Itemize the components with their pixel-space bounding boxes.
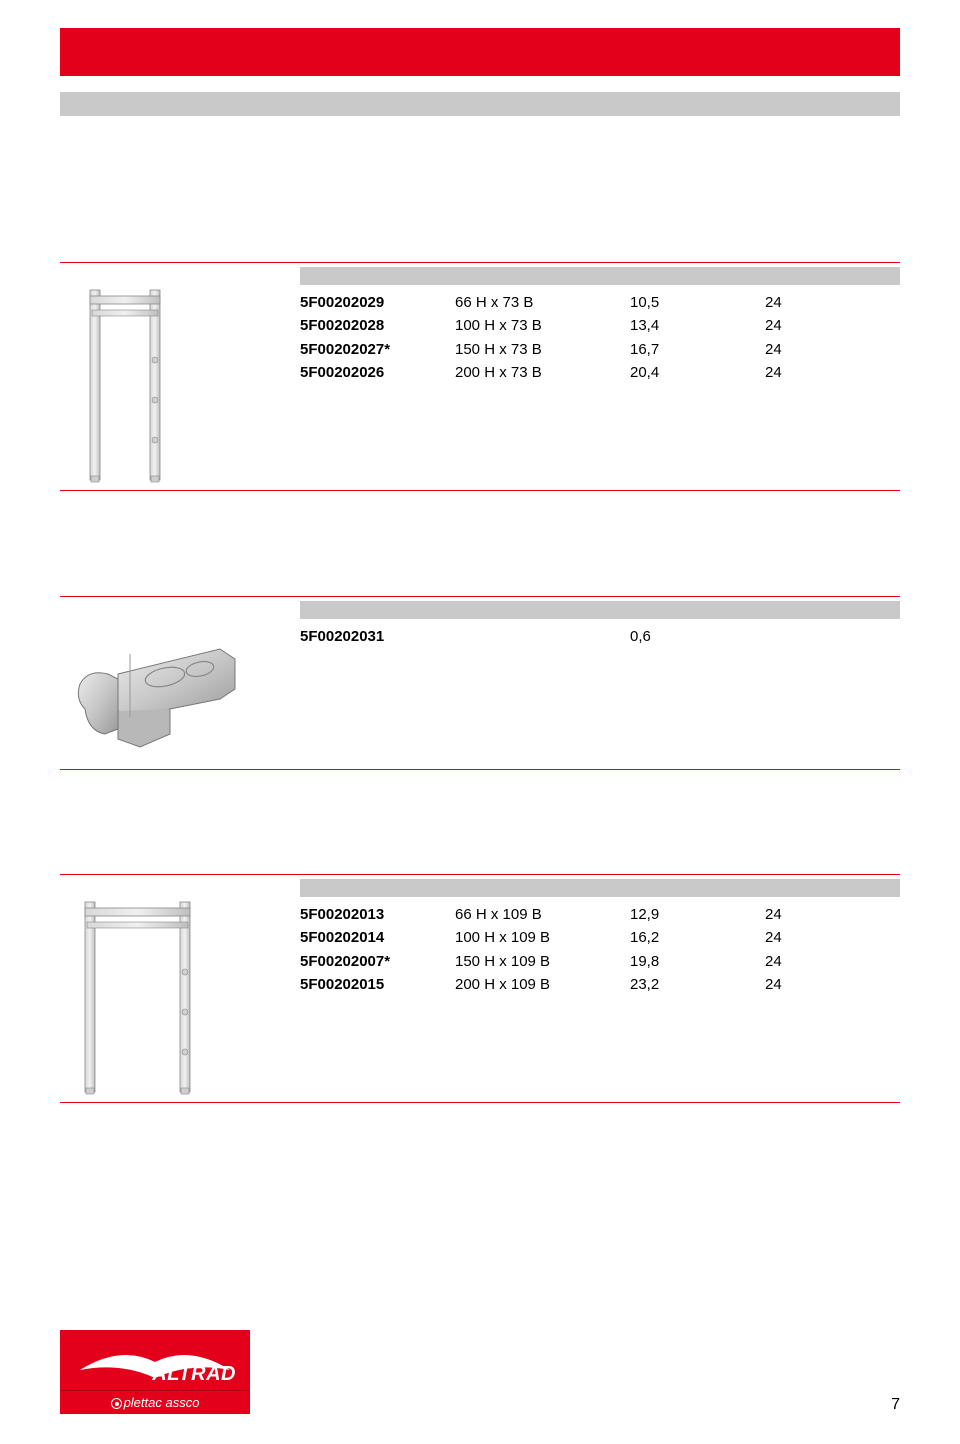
cell-dim: 66 H x 109 B [455,903,630,926]
illustration-cell [60,619,300,769]
brand-logo: ALTRAD plettac assco [60,1330,250,1414]
section-divider-bottom [60,490,900,491]
table-rows: 5F00202013 66 H x 109 B 12,9 24 5F002020… [300,897,900,1102]
brand-name-bottom: plettac assco [124,1395,200,1410]
illustration-cell [60,285,300,490]
cell-dim [455,625,630,648]
section-header-row [300,601,900,619]
cell-wt: 16,2 [630,926,765,949]
cell-code: 5F00202007* [300,950,455,973]
cell-code: 5F00202029 [300,291,455,314]
cell-wt: 16,7 [630,338,765,361]
cell-code: 5F00202027* [300,338,455,361]
table-row: 5F00202027* 150 H x 73 B 16,7 24 [300,338,900,361]
section-divider-bottom [60,769,900,770]
cell-dim: 66 H x 73 B [455,291,630,314]
section-clip: 5F00202031 0,6 [60,596,900,770]
table-rows: 5F00202029 66 H x 73 B 10,5 24 5F0020202… [300,285,900,490]
page-number: 7 [891,1396,900,1414]
section-divider-bottom [60,1102,900,1103]
table-row: 5F00202031 0,6 [300,625,900,648]
cell-qty: 24 [765,926,900,949]
cell-wt: 23,2 [630,973,765,996]
table-row: 5F00202014 100 H x 109 B 16,2 24 [300,926,900,949]
table-row: 5F00202026 200 H x 73 B 20,4 24 [300,361,900,384]
frame-73-illustration [60,285,190,485]
cell-qty: 24 [765,973,900,996]
cell-wt: 10,5 [630,291,765,314]
cell-code: 5F00202028 [300,314,455,337]
brand-name-top: ALTRAD [152,1363,236,1386]
frame-109-illustration [60,897,220,1097]
table-row: 5F00202028 100 H x 73 B 13,4 24 [300,314,900,337]
cell-code: 5F00202013 [300,903,455,926]
cell-wt: 20,4 [630,361,765,384]
table-row: 5F00202029 66 H x 73 B 10,5 24 [300,291,900,314]
section-divider-top [60,596,900,597]
table-row: 5F00202013 66 H x 109 B 12,9 24 [300,903,900,926]
cell-qty: 24 [765,903,900,926]
section-divider-top [60,262,900,263]
section-frame-109: 5F00202013 66 H x 109 B 12,9 24 5F002020… [60,874,900,1103]
cell-wt: 0,6 [630,625,765,648]
section-frame-73: 5F00202029 66 H x 73 B 10,5 24 5F0020202… [60,262,900,491]
cell-dim: 100 H x 73 B [455,314,630,337]
cell-qty: 24 [765,950,900,973]
cell-wt: 12,9 [630,903,765,926]
cell-dim: 200 H x 73 B [455,361,630,384]
cell-qty [765,625,900,648]
top-red-bar [60,28,900,76]
table-row: 5F00202007* 150 H x 109 B 19,8 24 [300,950,900,973]
cell-qty: 24 [765,314,900,337]
cell-wt: 13,4 [630,314,765,337]
cell-dim: 150 H x 109 B [455,950,630,973]
clip-illustration [60,619,250,769]
table-row: 5F00202015 200 H x 109 B 23,2 24 [300,973,900,996]
cell-qty: 24 [765,338,900,361]
cell-dim: 150 H x 73 B [455,338,630,361]
cell-code: 5F00202014 [300,926,455,949]
brand-bullet-icon [111,1398,122,1409]
brand-logo-bottom: plettac assco [60,1390,250,1414]
cell-code: 5F00202015 [300,973,455,996]
section-header-row [300,267,900,285]
cell-dim: 200 H x 109 B [455,973,630,996]
section-divider-top [60,874,900,875]
cell-qty: 24 [765,361,900,384]
sub-gray-bar [60,92,900,116]
brand-logo-top: ALTRAD [60,1330,250,1390]
illustration-cell [60,897,300,1102]
cell-code: 5F00202031 [300,625,455,648]
cell-qty: 24 [765,291,900,314]
table-rows: 5F00202031 0,6 [300,619,900,769]
section-header-row [300,879,900,897]
cell-code: 5F00202026 [300,361,455,384]
cell-wt: 19,8 [630,950,765,973]
cell-dim: 100 H x 109 B [455,926,630,949]
